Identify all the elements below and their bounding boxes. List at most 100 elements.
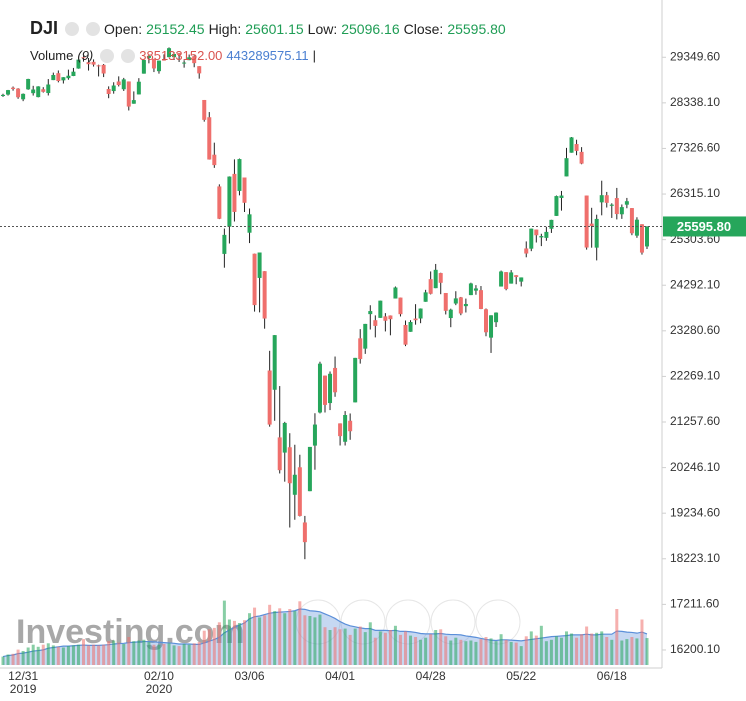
candle-body (499, 271, 504, 287)
volume-bar (182, 644, 186, 665)
candle-body (524, 248, 529, 254)
candle-body (348, 420, 353, 432)
volume-bar (107, 641, 111, 665)
volume-bar (358, 626, 362, 665)
candle-body (131, 100, 136, 104)
volume-bar (474, 641, 478, 665)
volume-bar (363, 632, 367, 665)
settings-icon[interactable] (121, 48, 136, 63)
candle-body (71, 71, 76, 76)
volume-bar (243, 620, 246, 665)
y-tick-label: 22269.10 (670, 369, 720, 383)
candle-body (31, 89, 36, 94)
eye-icon[interactable] (65, 21, 80, 36)
volume-bar (263, 615, 267, 665)
volume-bar (449, 640, 453, 665)
candle-body (297, 467, 302, 516)
symbol: DJI (30, 18, 59, 38)
volume-bar (338, 629, 342, 665)
candle-body (101, 64, 106, 74)
candle-body (252, 253, 257, 306)
y-tick-label: 23280.60 (670, 323, 720, 337)
nav-button[interactable] (475, 599, 521, 645)
candle-body (167, 48, 172, 58)
volume-bar (112, 640, 116, 665)
candle-body (11, 87, 16, 90)
volume-bar (439, 629, 443, 665)
volume-bar (469, 640, 473, 665)
candle-body (614, 198, 619, 215)
candle-body (383, 316, 388, 321)
volume-bar (615, 609, 619, 665)
y-tick-label: 19234.60 (670, 505, 720, 519)
volume-bar (142, 639, 146, 665)
eye-icon[interactable] (100, 48, 115, 63)
candle-body (554, 196, 559, 216)
candle-body (428, 279, 433, 294)
candle-body (328, 373, 333, 404)
candle-body (26, 78, 31, 90)
volume-bar (595, 632, 599, 665)
candle-body (277, 437, 282, 471)
volume-bar (348, 634, 352, 665)
volume-bar (117, 642, 121, 665)
candle-body (282, 422, 287, 453)
volume-bar (464, 641, 468, 665)
volume-bar (429, 634, 433, 665)
volume-bar (237, 623, 241, 665)
volume-bar (313, 617, 317, 665)
volume-bar (177, 646, 181, 665)
volume-bar (459, 639, 463, 665)
y-tick-label: 20246.10 (670, 460, 720, 474)
nav-button[interactable] (385, 599, 431, 645)
volume-bar (620, 640, 624, 665)
volume-bar (46, 643, 50, 665)
volume-bar (308, 616, 312, 665)
candle-body (634, 219, 639, 236)
settings-icon[interactable] (86, 21, 101, 36)
volume-bar (21, 651, 25, 665)
candle-body (569, 137, 574, 153)
candle-body (529, 228, 534, 249)
volume-bar (539, 625, 543, 665)
volume-bar (554, 636, 558, 665)
candle-body (514, 275, 519, 278)
candle-body (639, 224, 644, 253)
y-tick-label: 17211.60 (670, 597, 719, 611)
volume-bar (36, 646, 40, 665)
candle-body (56, 73, 61, 81)
candle-body (177, 53, 182, 56)
volume-bar (82, 639, 85, 665)
candle-body (423, 292, 428, 302)
volume-bar (71, 645, 75, 665)
volume-bar (343, 628, 347, 665)
y-tick-label: 24292.10 (670, 277, 720, 291)
candle-body (41, 89, 46, 92)
volume-bar (409, 635, 413, 665)
volume-bar (625, 639, 629, 665)
volume-bar (51, 645, 55, 665)
volume-bar (92, 644, 96, 665)
candle-body (96, 65, 101, 67)
volume-bar (192, 643, 196, 665)
candle-body (202, 99, 207, 120)
candle-body (197, 66, 202, 74)
volume-bar (494, 641, 498, 665)
candle-body (156, 60, 161, 72)
candle-body (489, 315, 494, 338)
volume-bar (509, 641, 513, 665)
open-value: 25152.45 (146, 20, 205, 37)
high-label: High: (208, 20, 242, 37)
candle-body (448, 309, 453, 319)
volume-bar (635, 638, 639, 665)
candle-body (232, 173, 237, 212)
candle-body (539, 236, 544, 238)
volume-bar (227, 619, 231, 665)
volume-bar (434, 630, 438, 665)
volume-bar (283, 613, 287, 665)
watermark: Investing.com (16, 613, 245, 651)
volume-bar (16, 649, 20, 665)
candle-body (66, 75, 71, 79)
volume-bar (56, 646, 60, 665)
nav-button[interactable] (430, 599, 476, 645)
